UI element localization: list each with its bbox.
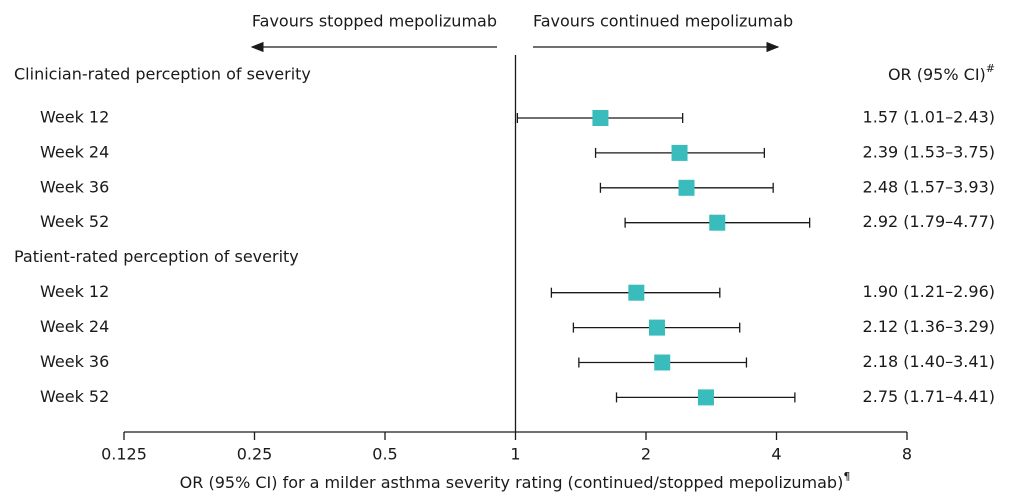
row-label: Week 36	[40, 177, 109, 196]
value-label: 2.92 (1.79–4.77)	[863, 212, 995, 231]
column-header: OR (95% CI)#	[888, 62, 995, 84]
row-label: Week 36	[40, 352, 109, 371]
x-tick-label: 2	[641, 445, 651, 464]
group-label: Clinician-rated perception of severity	[14, 65, 311, 84]
x-axis-label: OR (95% CI) for a milder asthma severity…	[180, 473, 844, 492]
value-label: 2.39 (1.53–3.75)	[863, 142, 995, 161]
row-label: Week 12	[40, 282, 109, 301]
x-tick-label: 0.25	[237, 445, 273, 464]
estimate-marker	[697, 389, 714, 406]
value-label: 2.18 (1.40–3.41)	[863, 352, 995, 371]
group-label: Patient-rated perception of severity	[14, 247, 299, 266]
estimate-marker	[654, 354, 671, 371]
left-direction-label: Favours stopped mepolizumab	[252, 12, 497, 31]
estimate-marker	[628, 284, 645, 301]
right-direction-label: Favours continued mepolizumab	[533, 12, 793, 31]
estimate-marker	[709, 214, 726, 231]
value-label: 2.12 (1.36–3.29)	[863, 317, 995, 336]
x-axis-note: ¶	[843, 470, 850, 483]
estimate-marker	[592, 110, 609, 126]
row-label: Week 24	[40, 317, 109, 336]
estimate-marker	[678, 179, 695, 196]
x-tick-label: 4	[771, 445, 781, 464]
x-axis-title: OR (95% CI) for a milder asthma severity…	[180, 470, 851, 492]
column-header-note: #	[986, 62, 995, 75]
row-label: Week 52	[40, 387, 109, 406]
x-tick-label: 0.5	[372, 445, 397, 464]
row-label: Week 12	[40, 108, 109, 127]
x-tick-label: 1	[510, 445, 520, 464]
value-label: 2.48 (1.57–3.93)	[863, 177, 995, 196]
row-label: Week 52	[40, 212, 109, 231]
x-tick-label: 8	[902, 445, 912, 464]
value-label: 2.75 (1.71–4.41)	[863, 387, 995, 406]
value-label: 1.90 (1.21–2.96)	[863, 282, 995, 301]
value-label: 1.57 (1.01–2.43)	[863, 108, 995, 127]
column-header-text: OR (95% CI)	[888, 65, 986, 84]
x-tick-label: 0.125	[101, 445, 147, 464]
row-label: Week 24	[40, 142, 109, 161]
estimate-marker	[671, 144, 688, 161]
estimate-marker	[648, 319, 665, 336]
